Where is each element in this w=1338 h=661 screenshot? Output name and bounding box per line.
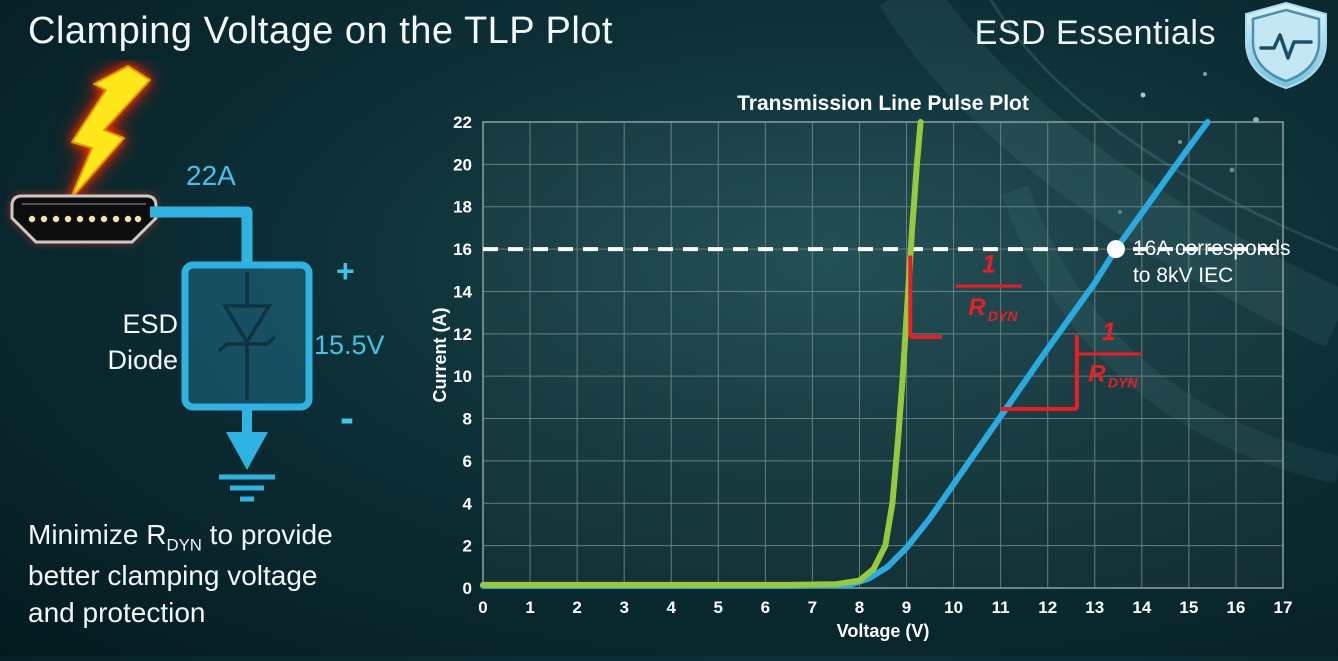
tlp-chart-region: 0 1 2 3 4 5 6 7 8 9 10 11 12 13 14 15 16 17 0 2 4 6 8 10 12 14 16 1… [430, 90, 1338, 656]
svg-text:12: 12 [453, 325, 472, 344]
plot-border [482, 121, 1284, 589]
current-label: 22A [186, 160, 236, 191]
plus-label: + [336, 253, 355, 289]
svg-text:9: 9 [902, 598, 911, 617]
svg-text:11: 11 [992, 598, 1010, 617]
lightning-bolt-icon [69, 65, 151, 201]
hdmi-connector-icon [10, 194, 158, 244]
x-axis-label: Voltage (V) [837, 621, 930, 641]
svg-text:7: 7 [808, 598, 817, 617]
esd-circuit-diagram [10, 65, 313, 502]
wire-top [150, 206, 253, 267]
rdyn-fraction-2: 1 R DYN [1075, 318, 1142, 390]
component-label: ESD Diode [107, 309, 178, 376]
svg-text:10: 10 [944, 598, 963, 617]
y-tick-labels: 0 2 4 6 8 10 12 14 16 18 20 22 [453, 113, 472, 598]
svg-text:0: 0 [478, 598, 487, 617]
series-green-curve [480, 119, 924, 588]
svg-text:14: 14 [1132, 598, 1151, 617]
svg-text:to 8kV IEC: to 8kV IEC [1133, 264, 1233, 287]
y-axis-label: Current (A) [430, 308, 450, 403]
svg-text:DYN: DYN [1108, 374, 1138, 390]
svg-text:2: 2 [463, 537, 472, 556]
voltage-label: 15.5V [314, 330, 385, 360]
shield-icon [1245, 1, 1327, 90]
ground-icon [219, 474, 275, 502]
svg-text:16: 16 [453, 240, 472, 259]
svg-text:R: R [968, 294, 986, 321]
svg-text:1: 1 [525, 598, 534, 617]
svg-text:2: 2 [572, 598, 581, 617]
marker-point [1106, 240, 1125, 259]
chart-title: Transmission Line Pulse Plot [737, 92, 1029, 115]
svg-text:20: 20 [453, 155, 472, 174]
svg-text:1: 1 [1102, 318, 1116, 346]
svg-text:DYN: DYN [988, 308, 1018, 324]
svg-text:8: 8 [855, 598, 864, 617]
svg-text:15: 15 [1179, 598, 1198, 617]
svg-text:12: 12 [1038, 598, 1057, 617]
svg-text:0: 0 [463, 579, 472, 598]
minus-label: - [340, 394, 354, 441]
svg-text:16A corresponds: 16A corresponds [1133, 237, 1291, 260]
svg-text:5: 5 [714, 598, 723, 617]
marker-annotation: 16A corresponds to 8kV IEC [1133, 237, 1291, 287]
slope-indicator-2 [1000, 334, 1079, 412]
svg-text:6: 6 [761, 598, 770, 617]
svg-text:4: 4 [667, 598, 677, 617]
svg-text:22: 22 [453, 113, 472, 132]
slope-indicator-1 [908, 255, 942, 339]
plot-area [483, 122, 1283, 588]
page-title: Clamping Voltage on the TLP Plot [28, 10, 613, 52]
svg-text:1: 1 [982, 250, 996, 278]
caption-text: Minimize RDYN to provide better clamping… [28, 519, 333, 629]
rdyn-fraction-1: 1 R DYN [955, 250, 1022, 324]
brand-title: ESD Essentials [974, 14, 1216, 52]
svg-text:10: 10 [453, 367, 472, 386]
svg-text:6: 6 [463, 452, 472, 471]
svg-text:17: 17 [1274, 598, 1293, 617]
svg-text:16: 16 [1226, 598, 1245, 617]
x-tick-labels: 0 1 2 3 4 5 6 7 8 9 10 11 12 13 14 15 16 17 [478, 598, 1292, 617]
svg-text:14: 14 [453, 282, 472, 301]
zener-diode-symbol [217, 272, 277, 400]
ground-arrow-icon [226, 432, 268, 470]
svg-text:13: 13 [1085, 598, 1104, 617]
svg-text:4: 4 [463, 494, 473, 513]
svg-text:8: 8 [463, 410, 472, 429]
svg-text:3: 3 [619, 598, 628, 617]
svg-text:18: 18 [453, 198, 472, 217]
svg-text:R: R [1088, 360, 1106, 387]
tlp-chart: 0 1 2 3 4 5 6 7 8 9 10 11 12 13 14 15 16 1702468101214161… [430, 92, 1292, 641]
